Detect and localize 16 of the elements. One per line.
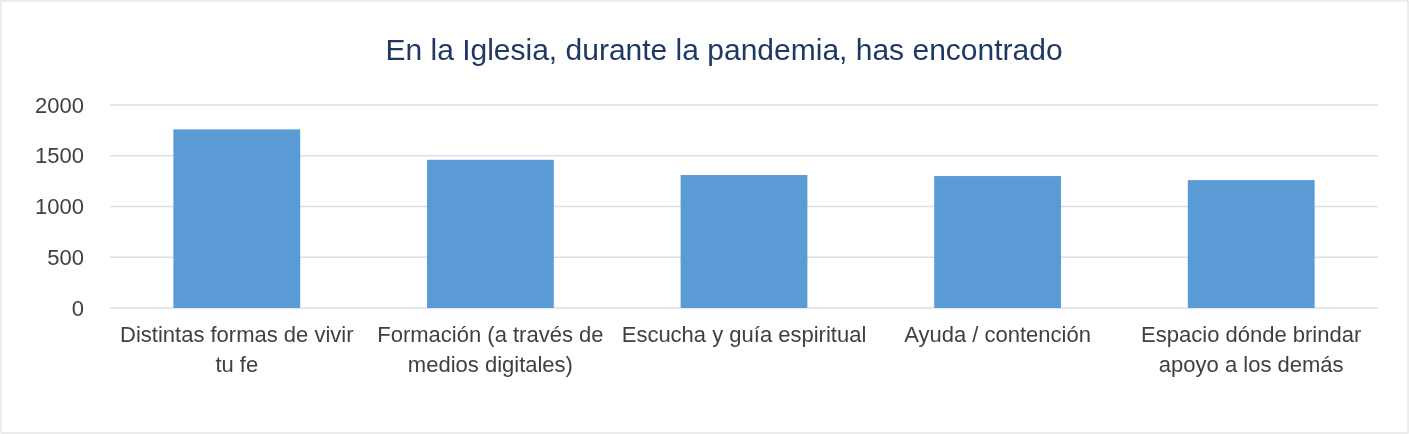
x-tick-label: Espacio dónde brindar apoyo a los demás [1141,322,1362,377]
y-tick-label: 500 [47,244,84,270]
bar [427,159,554,308]
bar [173,129,301,308]
y-tick-label: 2000 [35,92,84,118]
x-tick-label: Formación (a través de medios digitales) [377,322,604,377]
bar [934,176,1061,308]
bar [1187,180,1315,308]
y-tick-label: 0 [71,295,84,321]
x-tick-label: Escucha y guía espiritual [621,322,867,347]
x-tick-label: Distintas formas de vivir tu fe [120,322,354,377]
x-tick-label: Ayuda / contención [904,322,1091,347]
y-tick-label: 1500 [35,143,84,169]
bar [680,175,808,308]
chart-title: En la Iglesia, durante la pandemia, has encontrado [385,33,1063,66]
y-tick-label: 1000 [35,194,84,220]
